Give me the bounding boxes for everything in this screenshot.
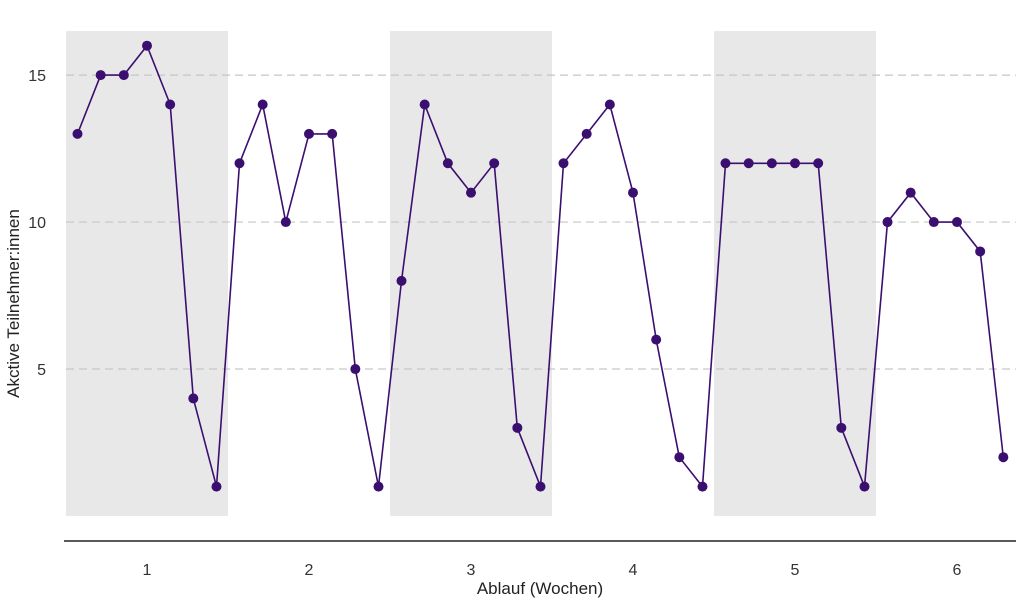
x-tick-label-5: 5 bbox=[791, 562, 800, 579]
data-point bbox=[674, 452, 685, 463]
data-point bbox=[304, 128, 314, 139]
data-point bbox=[211, 481, 222, 492]
data-point bbox=[928, 217, 939, 228]
data-point bbox=[651, 334, 662, 345]
data-point bbox=[535, 481, 546, 492]
week-shading bbox=[66, 31, 876, 516]
week-band-5 bbox=[714, 31, 876, 516]
data-point bbox=[836, 422, 847, 433]
x-tick-label-2: 2 bbox=[305, 562, 314, 579]
data-point bbox=[558, 158, 569, 169]
data-point bbox=[350, 364, 361, 375]
x-tick-label-1: 1 bbox=[143, 562, 152, 579]
data-point bbox=[628, 187, 638, 198]
data-point bbox=[466, 187, 476, 198]
data-point bbox=[998, 452, 1009, 463]
x-axis-ticks: 1 2 3 4 5 6 bbox=[143, 562, 962, 579]
data-point bbox=[72, 128, 83, 139]
week-band-3 bbox=[390, 31, 552, 516]
data-point bbox=[790, 158, 800, 169]
data-point bbox=[697, 481, 708, 492]
data-point bbox=[766, 158, 777, 169]
data-point bbox=[257, 99, 268, 110]
data-point bbox=[604, 99, 615, 110]
y-tick-label-5: 5 bbox=[37, 362, 46, 379]
y-tick-label-10: 10 bbox=[28, 215, 46, 232]
x-axis-title: Ablauf (Wochen) bbox=[477, 579, 603, 598]
data-point bbox=[165, 99, 176, 110]
data-point bbox=[743, 158, 754, 169]
y-tick-label-15: 15 bbox=[28, 68, 46, 85]
y-axis-ticks: 5 10 15 bbox=[28, 68, 46, 379]
data-point bbox=[419, 99, 430, 110]
data-point bbox=[188, 393, 199, 404]
data-point bbox=[373, 481, 384, 492]
series-points bbox=[72, 40, 1009, 492]
data-point bbox=[280, 217, 291, 228]
data-point bbox=[327, 128, 338, 139]
data-point bbox=[142, 40, 152, 51]
x-tick-label-6: 6 bbox=[953, 562, 962, 579]
data-point bbox=[489, 158, 500, 169]
data-point bbox=[975, 246, 986, 257]
data-point bbox=[95, 70, 106, 81]
data-point bbox=[720, 158, 731, 169]
week-band-1 bbox=[66, 31, 228, 516]
x-tick-label-4: 4 bbox=[629, 562, 638, 579]
y-axis-title: Akctive Teilnehmer:innen bbox=[4, 209, 23, 398]
data-point bbox=[234, 158, 245, 169]
data-point bbox=[905, 187, 916, 198]
data-point bbox=[442, 158, 453, 169]
data-point bbox=[118, 70, 129, 81]
data-point bbox=[512, 422, 523, 433]
data-point bbox=[581, 128, 592, 139]
x-tick-label-3: 3 bbox=[467, 562, 476, 579]
data-point bbox=[813, 158, 824, 169]
data-point bbox=[396, 275, 407, 286]
data-point bbox=[859, 481, 870, 492]
data-point bbox=[952, 217, 962, 228]
data-point bbox=[882, 217, 893, 228]
